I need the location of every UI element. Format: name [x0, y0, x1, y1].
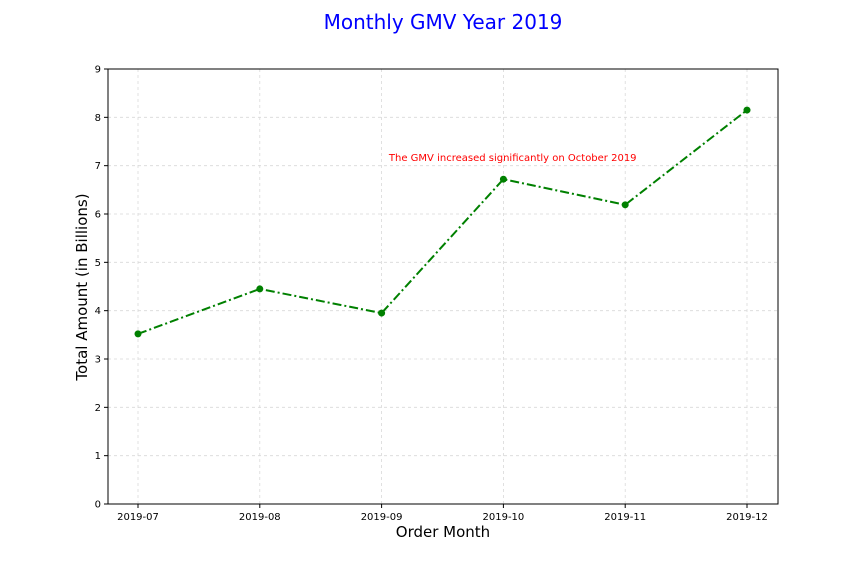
y-tick-label: 9 [95, 65, 101, 76]
chart-title: Monthly GMV Year 2019 [324, 10, 563, 34]
x-tick-label: 2019-09 [361, 512, 403, 523]
grid-lines [108, 68, 778, 505]
y-tick-label: 8 [95, 113, 101, 124]
data-point [743, 106, 751, 114]
x-axis: 2019-07 2019-08 2019-09 2019-10 2019-11 2019-… [117, 504, 768, 523]
data-point [499, 175, 507, 183]
y-tick-label: 6 [95, 210, 101, 221]
data-point [621, 201, 629, 209]
x-tick-label: 2019-11 [604, 512, 646, 523]
x-tick-label: 2019-07 [117, 512, 159, 523]
y-tick-label: 7 [95, 161, 101, 172]
x-axis-label: Order Month [396, 523, 490, 541]
data-series [137, 109, 748, 335]
data-point [256, 285, 264, 293]
y-axis: 0 1 2 3 4 5 6 7 8 9 [95, 65, 108, 511]
y-tick-label: 0 [95, 500, 101, 511]
data-point [378, 309, 386, 317]
x-tick-label: 2019-08 [239, 512, 281, 523]
y-tick-label: 3 [95, 355, 101, 366]
data-point [134, 330, 142, 338]
plot-area [107, 68, 779, 505]
y-tick-label: 2 [95, 403, 101, 414]
series-line [137, 109, 748, 335]
y-tick-label: 4 [95, 306, 101, 317]
y-axis-label: Total Amount (in Billions) [73, 193, 91, 381]
y-tick-label: 5 [95, 258, 101, 269]
data-points [134, 106, 751, 338]
chart-annotation: The GMV increased significantly on Octob… [388, 153, 637, 164]
x-tick-label: 2019-10 [483, 512, 525, 523]
x-tick-label: 2019-12 [726, 512, 768, 523]
y-tick-label: 1 [95, 451, 101, 462]
